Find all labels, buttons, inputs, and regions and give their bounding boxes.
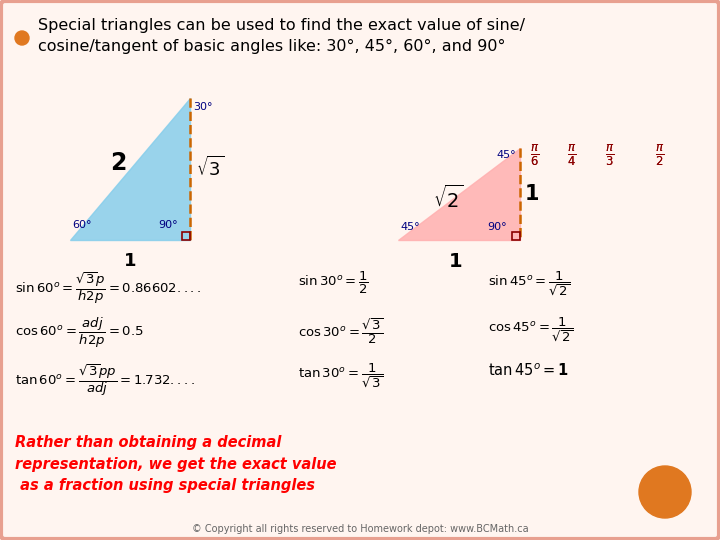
Text: $\frac{\pi}{6}$: $\frac{\pi}{6}$ <box>531 143 540 167</box>
Text: $\frac{\pi}{3}$: $\frac{\pi}{3}$ <box>606 143 615 167</box>
Polygon shape <box>398 148 520 240</box>
Bar <box>182 232 190 240</box>
Text: 30°: 30° <box>193 102 212 112</box>
Text: $\tan 60^o = \dfrac{\sqrt{3}pp}{adj} = 1.732....$: $\tan 60^o = \dfrac{\sqrt{3}pp}{adj} = 1… <box>15 362 195 398</box>
Text: 2: 2 <box>110 151 126 175</box>
Text: Special triangles can be used to find the exact value of sine/
cosine/tangent of: Special triangles can be used to find th… <box>38 18 525 54</box>
Text: 1: 1 <box>449 252 463 271</box>
Text: $\sin 45^o = \dfrac{1}{\sqrt{2}}$: $\sin 45^o = \dfrac{1}{\sqrt{2}}$ <box>488 270 570 298</box>
Text: $\frac{\pi}{2}$: $\frac{\pi}{2}$ <box>655 143 665 167</box>
Text: $\tan 30^o = \dfrac{1}{\sqrt{3}}$: $\tan 30^o = \dfrac{1}{\sqrt{3}}$ <box>298 362 383 390</box>
Text: 60°: 60° <box>72 220 91 230</box>
Text: $\sin 60^o = \dfrac{\sqrt{3}p}{h2p} = 0.86602....$: $\sin 60^o = \dfrac{\sqrt{3}p}{h2p} = 0.… <box>15 270 202 306</box>
Text: $\cos 45^o = \dfrac{1}{\sqrt{2}}$: $\cos 45^o = \dfrac{1}{\sqrt{2}}$ <box>488 316 574 345</box>
Text: $\cos 30^o = \dfrac{\sqrt{3}}{2}$: $\cos 30^o = \dfrac{\sqrt{3}}{2}$ <box>298 316 384 346</box>
Text: $\frac{\pi}{2}$: $\frac{\pi}{2}$ <box>655 143 665 167</box>
Bar <box>512 232 520 240</box>
Text: $\frac{\pi}{3}$: $\frac{\pi}{3}$ <box>606 143 615 167</box>
Text: 45°: 45° <box>496 150 516 160</box>
Polygon shape <box>70 98 190 240</box>
Text: $\frac{\pi}{6}$: $\frac{\pi}{6}$ <box>531 143 540 167</box>
Text: $\frac{\pi}{4}$: $\frac{\pi}{4}$ <box>567 143 577 167</box>
Text: © Copyright all rights reserved to Homework depot: www.BCMath.ca: © Copyright all rights reserved to Homew… <box>192 524 528 534</box>
Text: $\frac{\pi}{4}$: $\frac{\pi}{4}$ <box>567 143 577 167</box>
Circle shape <box>15 31 29 45</box>
Circle shape <box>639 466 691 518</box>
Text: $\sqrt{2}$: $\sqrt{2}$ <box>433 184 464 212</box>
Text: Rather than obtaining a decimal
representation, we get the exact value
 as a fra: Rather than obtaining a decimal represen… <box>15 435 336 493</box>
Text: $\sin 30^o = \dfrac{1}{2}$: $\sin 30^o = \dfrac{1}{2}$ <box>298 270 369 296</box>
Text: 90°: 90° <box>487 222 507 232</box>
Text: $\sqrt{3}$: $\sqrt{3}$ <box>196 156 225 180</box>
Text: $\cos 60^o = \dfrac{adj}{h2p} = 0.5$: $\cos 60^o = \dfrac{adj}{h2p} = 0.5$ <box>15 316 144 350</box>
Text: 90°: 90° <box>158 220 178 230</box>
Text: 45°: 45° <box>400 222 420 232</box>
Text: $\tan 45^o = \mathbf{1}$: $\tan 45^o = \mathbf{1}$ <box>488 362 569 379</box>
Text: 1: 1 <box>124 252 136 270</box>
Text: 1: 1 <box>525 184 539 204</box>
